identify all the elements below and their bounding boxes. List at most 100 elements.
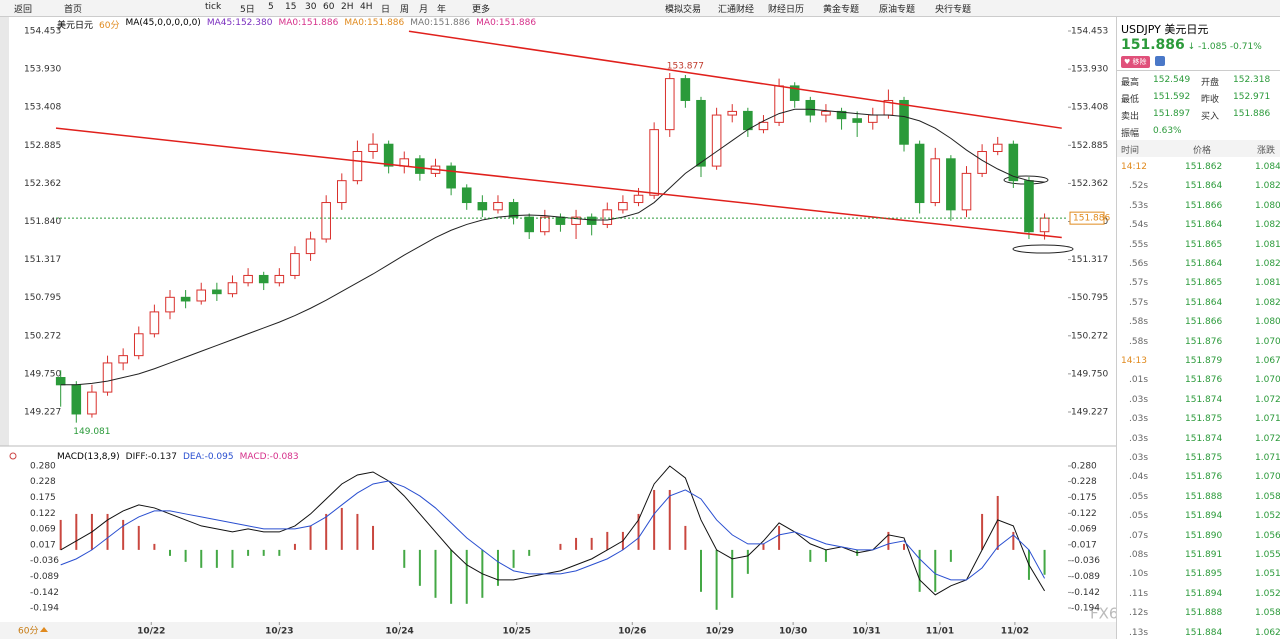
tick-row: .07s 151.890 1.056 bbox=[1117, 528, 1280, 545]
tick-time: .03s bbox=[1129, 394, 1149, 405]
candle-body bbox=[383, 143, 394, 167]
toolbar-item[interactable]: 央行专题 bbox=[935, 5, 972, 15]
y-tick-label-right: 0.280 bbox=[1071, 462, 1097, 472]
tick-change: 1.071 bbox=[1255, 453, 1280, 463]
candle-body bbox=[149, 311, 160, 335]
candle-body bbox=[87, 391, 97, 415]
toolbar-item[interactable]: 2H bbox=[341, 2, 354, 12]
toolbar-item[interactable]: 5 bbox=[268, 2, 274, 12]
extreme-label: 153.877 bbox=[667, 61, 704, 71]
candle-body bbox=[727, 110, 738, 116]
y-tick-label: -0.142 bbox=[30, 588, 59, 598]
toolbar-item[interactable]: 4H bbox=[360, 2, 373, 12]
period-arrow[interactable] bbox=[40, 627, 48, 632]
y-tick-label: 0.122 bbox=[30, 509, 56, 519]
toolbar-item[interactable]: 黄金专题 bbox=[823, 5, 860, 15]
toolbar-item[interactable]: 年 bbox=[437, 5, 447, 15]
candle-body bbox=[602, 209, 613, 225]
toolbar-item[interactable]: 月 bbox=[419, 5, 429, 15]
tick-row: .13s 151.884 1.062 bbox=[1117, 625, 1280, 639]
y-tick-label: 153.930 bbox=[24, 65, 61, 75]
y-tick-label: 151.317 bbox=[24, 255, 61, 265]
candle-body bbox=[805, 99, 816, 116]
toolbar-item[interactable]: 汇通财经 bbox=[718, 5, 755, 15]
highlight-ellipse bbox=[1012, 244, 1074, 254]
candle-body bbox=[836, 110, 847, 120]
candle-body bbox=[71, 384, 82, 415]
toolbar-item[interactable]: 模拟交易 bbox=[665, 5, 702, 15]
stat-row: 最高 152.549 开盘 152.318 bbox=[1117, 72, 1280, 89]
price-legend: 美元日元 60分 MA(45,0,0,0,0,0) MA45:152.380 MA0:1… bbox=[57, 18, 536, 31]
candle-body bbox=[867, 114, 878, 123]
remove-button[interactable]: ♥ 移除 bbox=[1121, 56, 1150, 68]
tick-change: 1.058 bbox=[1255, 608, 1280, 619]
candle-body bbox=[992, 143, 1003, 153]
candle-body bbox=[290, 253, 300, 276]
tick-row: .08s 151.891 1.055 bbox=[1117, 547, 1280, 564]
y-tick-label-right: -0.194 bbox=[1071, 604, 1100, 614]
y-tick-label: 0.175 bbox=[30, 493, 56, 503]
ma-label: MA0:151.886 bbox=[410, 18, 471, 28]
candle-body bbox=[493, 202, 503, 211]
tick-row: .10s 151.895 1.051 bbox=[1117, 566, 1280, 583]
tick-price: 151.865 bbox=[1185, 278, 1223, 289]
tick-change: 1.082 bbox=[1255, 297, 1280, 308]
tick-time: .04s bbox=[1129, 472, 1149, 483]
candle-body bbox=[461, 187, 472, 204]
toolbar-item[interactable]: 首页 bbox=[64, 5, 83, 15]
tick-time: .10s bbox=[1129, 569, 1149, 580]
side-tabs[interactable] bbox=[0, 16, 9, 446]
stat-value: 151.886 bbox=[1233, 109, 1271, 119]
alert-icon[interactable] bbox=[1155, 56, 1165, 66]
tick-row: .52s 151.864 1.082 bbox=[1117, 178, 1280, 195]
toolbar-item[interactable]: 财经日历 bbox=[768, 5, 805, 15]
tick-change: 1.051 bbox=[1255, 569, 1280, 580]
tick-time: .07s bbox=[1129, 530, 1149, 541]
y-tick-label-right: -0.036 bbox=[1071, 556, 1100, 566]
toolbar-item[interactable]: 日 bbox=[381, 5, 391, 15]
candle-body bbox=[227, 282, 238, 295]
tick-change: 1.056 bbox=[1255, 530, 1280, 541]
column-header: 涨跌 bbox=[1257, 146, 1276, 156]
macd-label: DEA:-0.095 bbox=[182, 452, 234, 462]
tick-row: 14:12 151.862 1.084 bbox=[1117, 159, 1280, 176]
candle-body bbox=[446, 165, 456, 189]
tick-change: 1.052 bbox=[1255, 588, 1280, 599]
stat-label: 昨收 bbox=[1201, 95, 1220, 105]
y-tick-label-right: 0.228 bbox=[1071, 477, 1097, 487]
quote-price-row: 151.886 ↓ -1.085 -0.71% bbox=[1121, 37, 1262, 53]
toolbar-item[interactable]: 5日 bbox=[240, 5, 255, 15]
percent: -0.71% bbox=[1229, 42, 1262, 52]
toolbar-item[interactable]: 周 bbox=[400, 5, 410, 15]
stat-row: 卖出 151.897 买入 151.886 bbox=[1117, 106, 1280, 123]
toolbar-item[interactable]: 更多 bbox=[472, 5, 491, 15]
tick-price: 151.866 bbox=[1185, 317, 1223, 328]
tick-row: .03s 151.874 1.072 bbox=[1117, 392, 1280, 409]
ma-label: MA0:151.886 bbox=[344, 18, 405, 28]
toolbar-item[interactable]: 返回 bbox=[14, 5, 33, 15]
x-tick-label: 10/22 bbox=[137, 627, 165, 637]
tick-change: 1.067 bbox=[1255, 356, 1280, 366]
toolbar: 返回 首页 tick 5日 5 15 30 60 2H 4H 日周月年 更多 模拟交易 汇通财经 财经日历 黄… bbox=[0, 0, 1280, 17]
tick-price: 151.890 bbox=[1185, 530, 1223, 541]
tick-price: 151.864 bbox=[1185, 181, 1223, 192]
y-tick-label-right: 150.272 bbox=[1071, 331, 1108, 341]
candle-body bbox=[946, 158, 956, 211]
extreme-label: 149.081 bbox=[73, 427, 110, 437]
toolbar-item[interactable]: 原油专题 bbox=[879, 5, 916, 15]
toolbar-item[interactable]: 30 bbox=[305, 2, 317, 12]
remove-label[interactable]: 移除 bbox=[1132, 58, 1147, 66]
toolbar-item[interactable]: 60 bbox=[323, 2, 335, 12]
tick-row: .54s 151.864 1.082 bbox=[1117, 217, 1280, 234]
y-tick-label: 0.280 bbox=[30, 462, 56, 472]
toolbar-item[interactable]: 15 bbox=[285, 2, 297, 12]
candle-body bbox=[55, 377, 66, 386]
candle-body bbox=[711, 114, 722, 167]
tick-price: 151.875 bbox=[1185, 453, 1223, 463]
period-label[interactable]: 60分 bbox=[18, 626, 38, 637]
y-tick-label-right: 0.017 bbox=[1071, 540, 1097, 550]
toolbar-item[interactable]: tick bbox=[205, 2, 222, 12]
symbol: USDJPY bbox=[1121, 23, 1161, 36]
settings-icon[interactable] bbox=[9, 452, 17, 460]
tick-change: 1.080 bbox=[1255, 317, 1280, 328]
